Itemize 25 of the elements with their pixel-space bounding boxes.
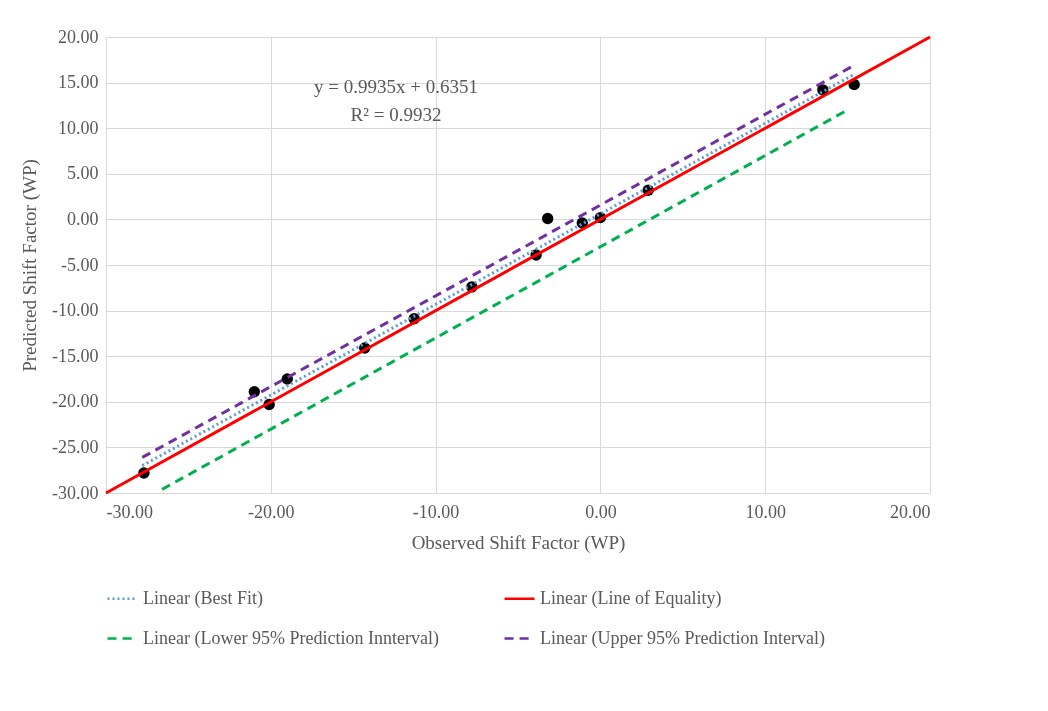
y-tick-label: 15.00 — [58, 72, 99, 93]
legend-label: Linear (Upper 95% Prediction Interval) — [540, 627, 825, 649]
y-tick-label: 0.00 — [67, 208, 99, 229]
x-tick-label: 10.00 — [745, 501, 786, 522]
y-tick-label: -30.00 — [52, 482, 99, 503]
y-tick-label: 20.00 — [58, 26, 99, 47]
x-axis-title: Observed Shift Factor (WP) — [411, 531, 626, 554]
y-tick-label: -15.00 — [52, 345, 99, 366]
x-tick-label: -30.00 — [106, 501, 153, 522]
x-tick-label: -10.00 — [412, 501, 460, 522]
x-tick-label: 0.00 — [585, 501, 617, 522]
y-tick-label: -5.00 — [61, 254, 99, 275]
y-tick-label: 10.00 — [58, 117, 99, 138]
y-tick-label: -25.00 — [52, 436, 99, 457]
legend-label: Linear (Lower 95% Prediction Innterval) — [143, 627, 439, 649]
y-tick-label: 5.00 — [67, 163, 99, 184]
y-tick-label: -20.00 — [52, 391, 99, 412]
annotation: R² = 0.9932 — [350, 104, 442, 125]
y-tick-label: -10.00 — [52, 300, 99, 321]
y-axis-title: Predicted Shift Factor (WP) — [19, 159, 42, 372]
annotation: y = 0.9935x + 0.6351 — [314, 76, 478, 97]
x-tick-label: 20.00 — [890, 501, 931, 522]
legend-label: Linear (Line of Equality) — [540, 587, 722, 609]
legend-label: Linear (Best Fit) — [143, 587, 263, 609]
x-tick-label: -20.00 — [248, 501, 295, 522]
